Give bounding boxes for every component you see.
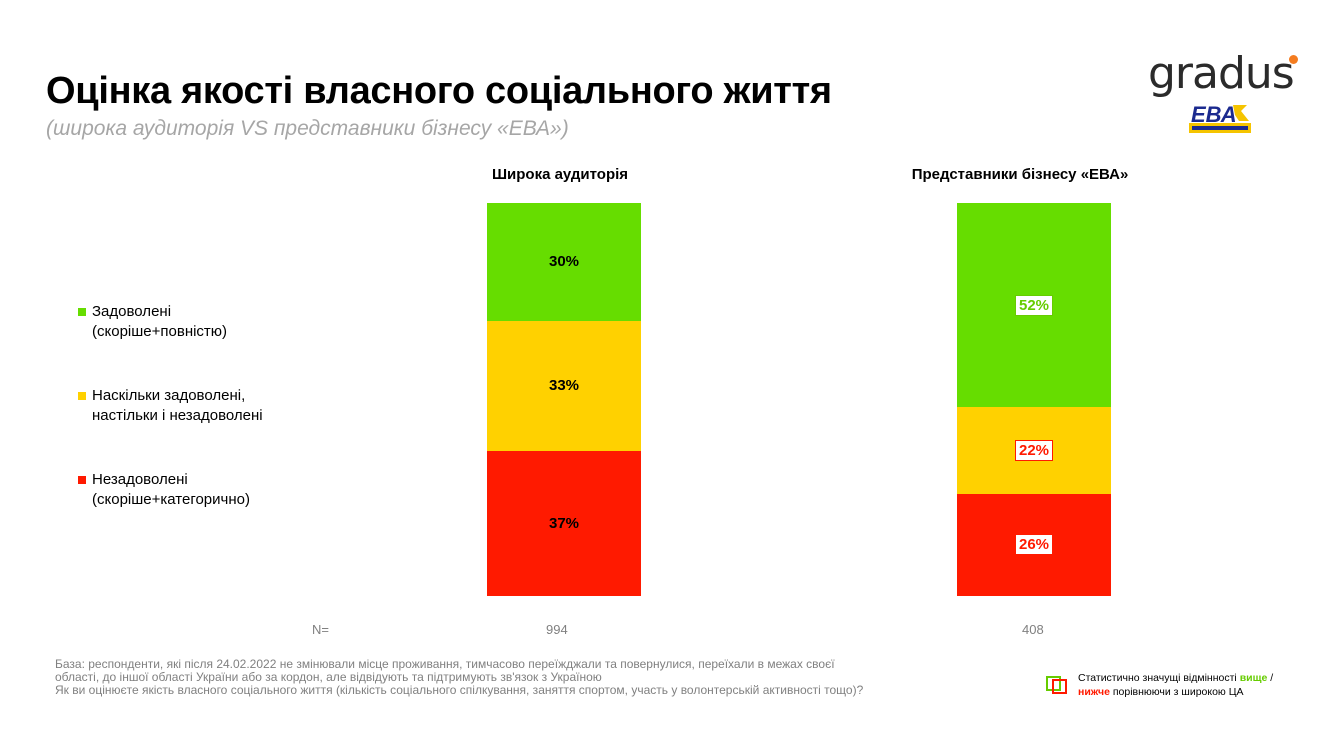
legend-label: (скоріше+категорично) — [92, 491, 250, 508]
bar-segment-satisfied: 30% — [487, 203, 641, 321]
data-label: 30% — [548, 253, 580, 271]
gradus-logo: gradus — [1148, 48, 1295, 99]
data-label: 22% — [1014, 440, 1054, 462]
category-title-broad-audience: Широка аудиторія — [491, 166, 629, 183]
footnote-line: області, до іншої області України або за… — [55, 670, 602, 684]
significance-text-line2: нижче порівнюючи з широкою ЦА — [1078, 685, 1273, 699]
significance-legend: Статистично значущі відмінності вище / н… — [1046, 671, 1273, 699]
significance-text-line1: Статистично значущі відмінності вище / — [1078, 671, 1273, 685]
legend-label: Задоволені — [92, 303, 172, 320]
category-title-eba: Представники бізнесу «ЕВА» — [911, 166, 1129, 183]
n-value-broad: 994 — [546, 622, 568, 637]
bar-segment-satisfied: 52% — [957, 203, 1111, 408]
gradus-logo-dot — [1289, 55, 1298, 64]
page-subtitle: (широка аудиторія VS представники бізнес… — [46, 117, 569, 140]
sig-lower: нижче — [1078, 686, 1110, 698]
bar-segment-unsatisfied: 37% — [487, 450, 641, 596]
data-label: 52% — [1014, 294, 1054, 316]
eba-logo: ЕВА — [1189, 102, 1251, 133]
legend-label: Наскільки задоволені, — [92, 387, 246, 404]
data-label: 33% — [548, 377, 580, 395]
eba-logo-text: ЕВА — [1191, 102, 1237, 127]
footnote: База: респонденти, які після 24.02.2022 … — [55, 658, 915, 697]
legend-label: настільки і незадоволені — [92, 407, 263, 424]
significance-icon — [1046, 676, 1067, 694]
legend-swatch-neutral — [78, 392, 86, 400]
bar-segment-neutral: 22% — [957, 407, 1111, 494]
legend-swatch-unsatisfied — [78, 476, 86, 484]
bar-segment-neutral: 33% — [487, 320, 641, 451]
page-title: Оцінка якості власного соціального життя — [46, 70, 832, 112]
legend-item-satisfied: Задоволені (скоріше+повністю) — [78, 302, 227, 342]
legend-item-unsatisfied: Незадоволені (скоріше+категорично) — [78, 470, 250, 510]
footnote-line: Як ви оцінюєте якість власного соціально… — [55, 683, 864, 697]
data-label: 26% — [1014, 534, 1054, 556]
sig-part1: Статистично значущі відмінності — [1078, 672, 1240, 684]
bar-segment-unsatisfied: 26% — [957, 493, 1111, 596]
legend-swatch-satisfied — [78, 308, 86, 316]
sig-higher: вище — [1239, 672, 1268, 684]
legend-label: (скоріше+повністю) — [92, 323, 228, 340]
legend-item-neutral: Наскільки задоволені, настільки і незадо… — [78, 386, 263, 426]
data-label: 37% — [548, 514, 580, 532]
n-label: N= — [312, 622, 329, 637]
n-value-eba: 408 — [1022, 622, 1044, 637]
legend-label: Незадоволені — [92, 471, 188, 488]
footnote-line: База: респонденти, які після 24.02.2022 … — [55, 657, 835, 671]
sig-part3: порівнюючи з широкою ЦА — [1109, 686, 1244, 698]
sig-part2: / — [1267, 672, 1274, 684]
